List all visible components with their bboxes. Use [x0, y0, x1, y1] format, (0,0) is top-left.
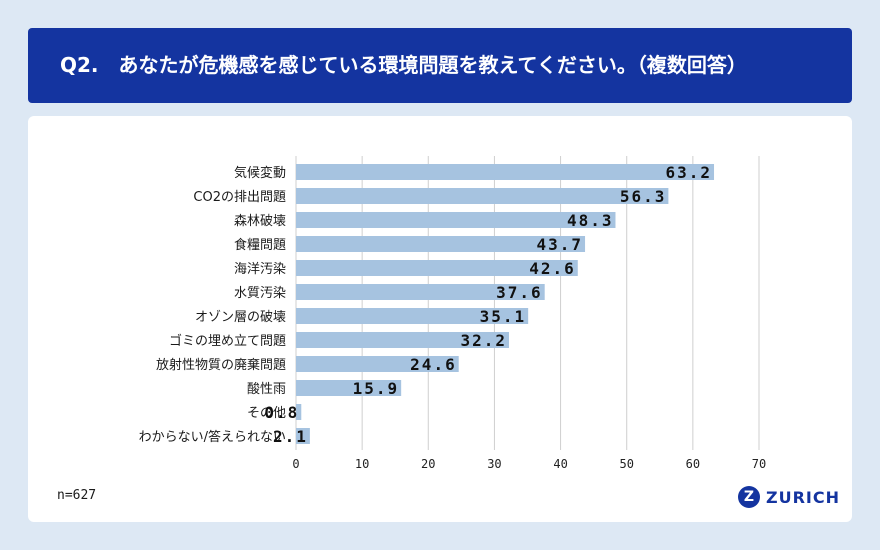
bar — [296, 380, 402, 396]
x-tick-label: 50 — [619, 457, 633, 471]
x-tick-label: 0 — [292, 457, 299, 471]
category-label: 森林破壊 — [234, 214, 286, 229]
bar — [296, 284, 545, 300]
value-label: 0.8 — [264, 403, 299, 422]
bar — [296, 404, 302, 420]
bar — [296, 236, 586, 252]
x-tick-label: 10 — [355, 457, 369, 471]
chart-panel: 0 10 20 30 40 50 60 70 気候変動 63.2 CO2の排出問題 56.3 森林破壊 4… — [28, 116, 852, 522]
zurich-logo: Z ZURICH — [738, 485, 840, 509]
value-label: 48.3 — [567, 211, 614, 230]
value-label: 32.2 — [460, 331, 507, 350]
value-label: 56.3 — [620, 187, 667, 206]
bar-chart: 0 10 20 30 40 50 60 70 気候変動 63.2 CO2の排出問題 56.3 森林破壊 4… — [139, 156, 766, 471]
value-label: 35.1 — [480, 307, 527, 326]
category-label: 食糧問題 — [234, 237, 286, 253]
bar — [296, 260, 578, 276]
value-label: 37.6 — [496, 283, 543, 302]
value-label: 42.6 — [529, 259, 576, 278]
value-label: 63.2 — [665, 163, 712, 182]
category-label: その他 — [247, 406, 286, 421]
bar — [296, 308, 529, 324]
bar — [296, 356, 459, 372]
category-label: 水質汚染 — [234, 286, 286, 301]
zurich-wordmark: ZURICH — [766, 487, 840, 507]
bar — [296, 212, 616, 228]
value-label: 15.9 — [353, 379, 400, 398]
x-tick-label: 70 — [752, 457, 766, 471]
category-label: CO2の排出問題 — [193, 190, 286, 205]
category-label: オゾン層の破壊 — [195, 310, 286, 325]
question-header: Q2. あなたが危機感を感じている環境問題を教えてください。（複数回答） — [28, 28, 852, 103]
value-label: 2.1 — [273, 427, 308, 446]
category-label: 海洋汚染 — [234, 262, 286, 277]
category-label: わからない/答えられない — [139, 429, 286, 445]
zurich-logo-icon: Z — [738, 486, 760, 508]
category-label: 気候変動 — [234, 165, 286, 181]
bar — [296, 188, 669, 204]
x-tick-label: 30 — [487, 457, 501, 471]
bar — [296, 164, 715, 180]
x-tick-label: 60 — [686, 457, 700, 471]
bar — [296, 332, 509, 348]
category-label: 酸性雨 — [247, 382, 286, 397]
sample-size-note: n=627 — [57, 488, 97, 503]
value-label: 24.6 — [410, 355, 457, 374]
x-tick-label: 20 — [421, 457, 435, 471]
category-label: ゴミの埋め立て問題 — [169, 333, 286, 349]
value-label: 43.7 — [537, 235, 584, 254]
bar — [296, 428, 310, 444]
question-title: Q2. あなたが危機感を感じている環境問題を教えてください。（複数回答） — [60, 53, 747, 77]
category-label: 放射性物質の廃棄問題 — [156, 357, 286, 373]
x-tick-label: 40 — [553, 457, 567, 471]
